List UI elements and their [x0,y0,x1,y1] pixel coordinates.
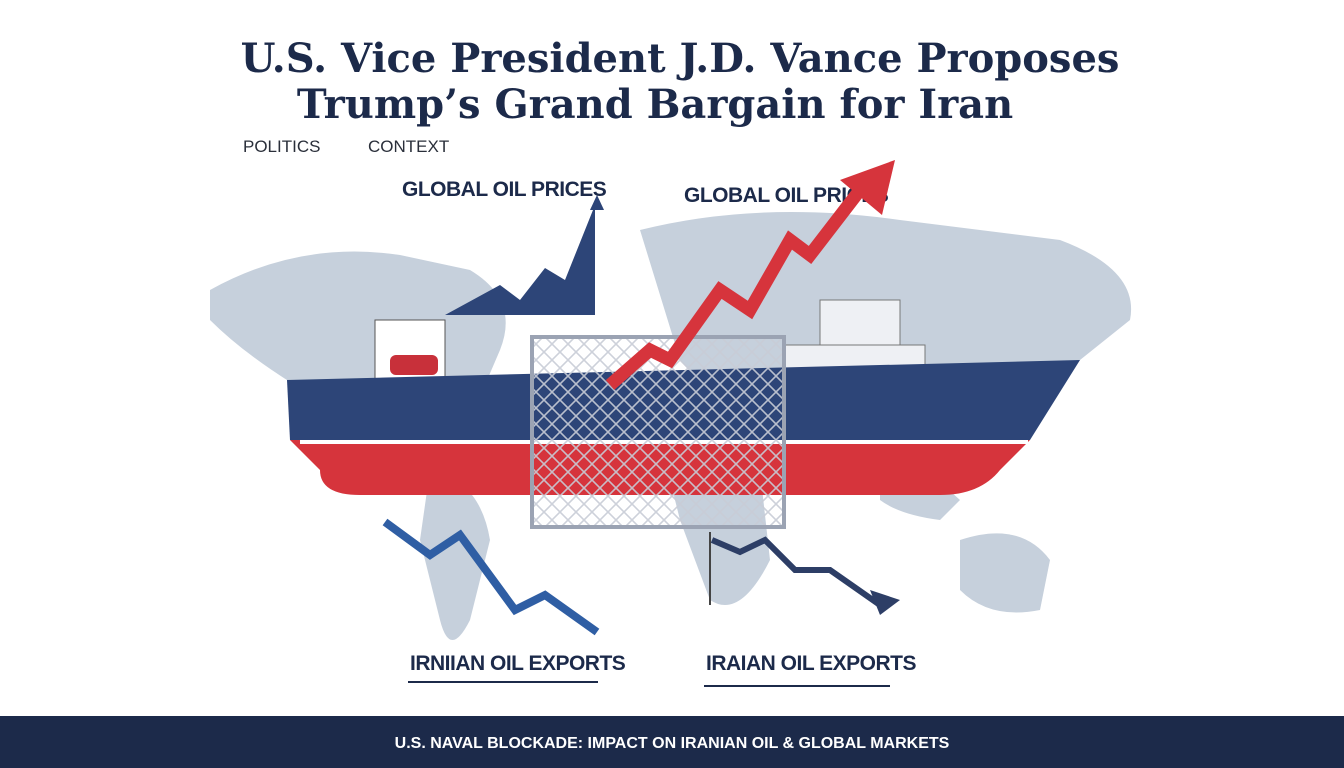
label: GLOBAL OIL PRICES [402,178,607,201]
export-arrow [710,536,882,608]
label: IRNIIAN OIL EXPORTS [410,652,626,675]
price-area [445,205,595,315]
price-arrow [605,186,866,390]
footer-text: U.S. NAVAL BLOCKADE: IMPACT ON IRANIAN O… [395,735,950,752]
tag: CONTEXT [368,137,449,156]
label: GLOBAL OIL PRICES [684,184,889,207]
blockade-fence [530,335,786,529]
title-line: Trump’s Grand Bargain for Iran [297,81,1013,128]
lifeboat [390,355,438,375]
tag: POLITICS [243,137,320,156]
tower [819,299,901,351]
arrow-head [590,195,604,210]
label: IRAIAN OIL EXPORTS [706,652,916,675]
arrow-head [840,160,895,215]
title-line: U.S. Vice President J.D. Vance Proposes [241,35,1120,82]
footer-bar [0,716,1344,768]
export-arrow [382,518,600,636]
arrow-head [870,590,900,615]
